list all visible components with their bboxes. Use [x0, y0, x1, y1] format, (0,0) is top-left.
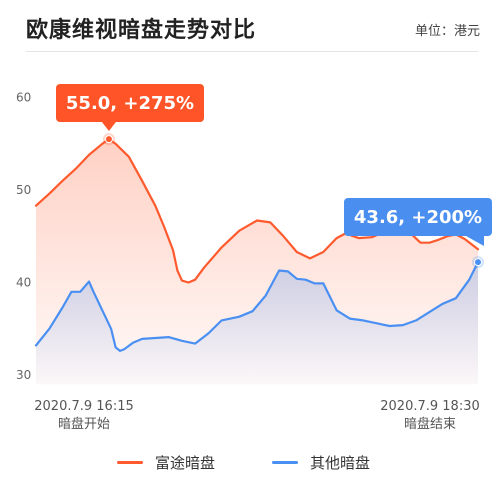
legend-label-futu: 富途暗盘 — [155, 454, 216, 472]
y-tick-label: 50 — [16, 183, 31, 197]
x-end-sub: 暗盘结束 — [404, 416, 456, 432]
series-area-other — [36, 262, 478, 385]
y-tick-label: 30 — [16, 368, 31, 382]
unit-label: 单位：港元 — [414, 24, 480, 39]
x-end-label: 2020.7.9 18:30 — [380, 399, 480, 414]
title-divider — [26, 51, 478, 52]
annotation-marker — [104, 135, 113, 144]
legend-swatch-orange — [117, 461, 143, 464]
annotation-label: 55.0, +275% — [66, 93, 194, 114]
y-tick-label: 40 — [16, 276, 31, 290]
x-start-label: 2020.7.9 16:15 — [34, 399, 134, 414]
y-tick-label: 60 — [16, 91, 31, 105]
annotation-marker — [474, 258, 482, 267]
annotation-pointer — [101, 122, 116, 131]
annotation-label: 43.6, +200% — [354, 207, 482, 228]
legend-swatch-blue — [272, 461, 298, 464]
annotation-box — [56, 84, 204, 122]
series-line-futu — [34, 138, 480, 284]
annotation-pointer — [466, 236, 484, 246]
annotation-box — [344, 198, 492, 236]
series-line-other — [34, 261, 480, 352]
x-start-sub: 暗盘开始 — [58, 416, 110, 432]
legend-item-other: 其他暗盘 — [272, 452, 370, 473]
legend-label-other: 其他暗盘 — [310, 454, 371, 472]
chart-title: 欧康维视暗盘走势对比 — [26, 18, 257, 43]
legend-item-futu: 富途暗盘 — [117, 452, 215, 473]
